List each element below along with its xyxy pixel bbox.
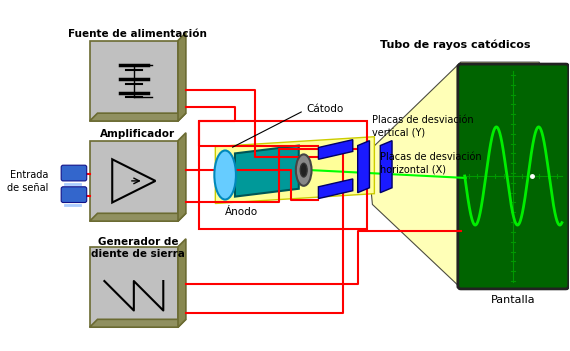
Polygon shape (89, 247, 178, 327)
Polygon shape (89, 213, 186, 221)
Polygon shape (178, 133, 186, 221)
FancyBboxPatch shape (61, 165, 87, 181)
Polygon shape (215, 137, 374, 204)
Polygon shape (380, 141, 392, 193)
Polygon shape (89, 40, 178, 121)
Text: Placas de desviación
vertical (Y): Placas de desviación vertical (Y) (372, 115, 474, 137)
Text: Pantalla: Pantalla (491, 295, 535, 305)
Text: Amplificador: Amplificador (100, 129, 176, 139)
Polygon shape (319, 179, 353, 199)
Text: Generador de
diente de sierra: Generador de diente de sierra (91, 237, 185, 259)
FancyBboxPatch shape (61, 187, 87, 203)
Polygon shape (89, 319, 186, 327)
Ellipse shape (296, 154, 312, 186)
Text: Fuente de alimentación: Fuente de alimentación (68, 29, 207, 39)
Polygon shape (358, 141, 369, 193)
Text: Cátodo: Cátodo (233, 104, 344, 147)
Text: Entrada
de señal: Entrada de señal (7, 170, 48, 193)
Ellipse shape (214, 151, 236, 200)
Text: Ánodo: Ánodo (225, 207, 258, 217)
Text: Tubo de rayos catódicos: Tubo de rayos catódicos (380, 39, 531, 50)
Polygon shape (178, 33, 186, 121)
Polygon shape (178, 239, 186, 327)
Polygon shape (89, 141, 178, 221)
Polygon shape (235, 146, 299, 197)
Polygon shape (368, 62, 539, 288)
Polygon shape (319, 140, 353, 159)
FancyBboxPatch shape (458, 64, 569, 289)
Text: Placas de desviación
horizontal (X): Placas de desviación horizontal (X) (380, 152, 482, 174)
Ellipse shape (300, 163, 307, 177)
Polygon shape (89, 113, 186, 121)
